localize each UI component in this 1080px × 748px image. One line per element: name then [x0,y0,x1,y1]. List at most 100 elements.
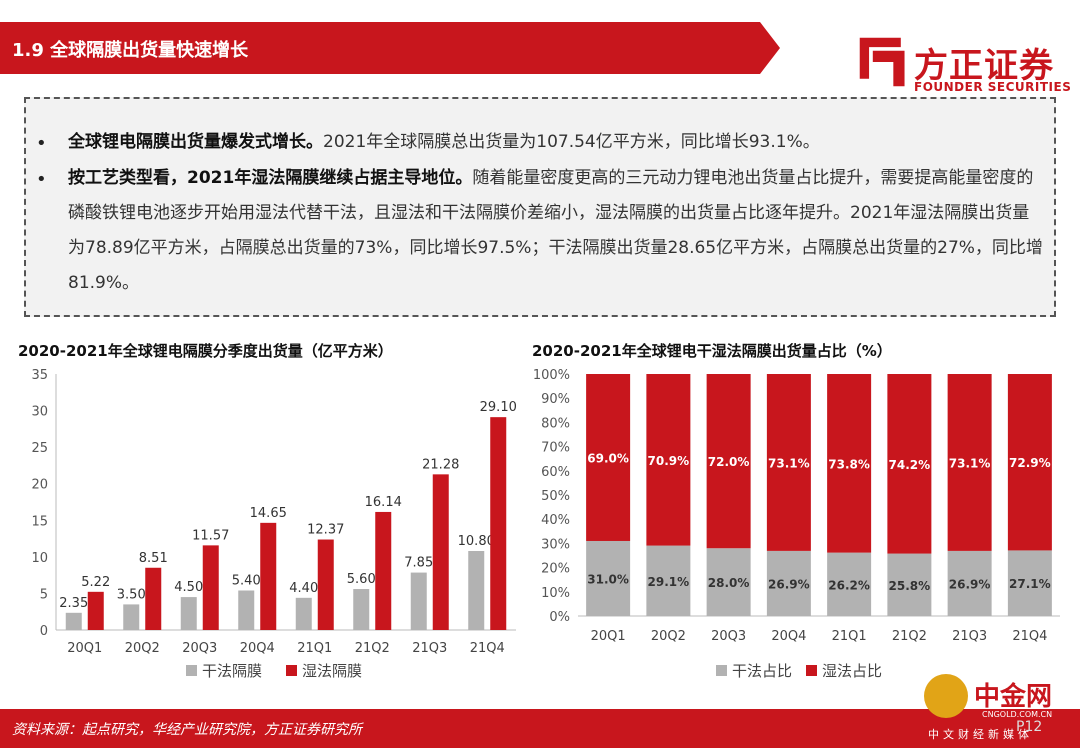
chart-2-title: 2020-2021年全球锂电干湿法隔膜出货量占比（%） [532,342,892,360]
founder-logo-icon [859,37,905,87]
bar [145,567,162,630]
y-tick-label: 10 [31,551,48,566]
x-tick-label: 21Q1 [297,641,332,656]
bar [238,590,255,630]
footer-source: 资料来源：起点研究，华经产业研究院，方正证券研究所 [12,722,362,738]
stacked-bar [586,374,631,541]
y-tick-label: 35 [31,368,48,383]
stacked-bar [827,374,872,553]
bar [202,545,219,630]
data-label: 4.50 [174,580,203,595]
x-tick-label: 20Q4 [771,629,806,644]
y-tick-label: 20% [541,562,570,577]
stacked-bar [646,374,691,546]
bar [410,572,427,630]
data-label: 31.0% [587,572,629,586]
title-banner-shape [0,22,780,74]
x-tick-label: 21Q4 [1012,629,1047,644]
y-tick-label: 30 [31,405,48,420]
data-label: 14.65 [250,506,287,521]
data-label: 28.0% [708,576,750,590]
y-tick-label: 5 [40,587,48,602]
x-tick-label: 20Q1 [67,641,102,656]
x-tick-label: 21Q4 [470,641,505,656]
data-label: 26.9% [949,577,991,591]
data-label: 5.60 [347,572,376,587]
watermark-url: CNGOLD.COM.CN [982,710,1053,719]
summary-box: • 全球锂电隔膜出货量爆发式增长。2021年全球隔膜总出货量为107.54亿平方… [24,97,1056,317]
legend-swatch [186,665,197,676]
stacked-bar [586,540,631,616]
data-label: 8.51 [139,551,168,566]
y-tick-label: 20 [31,478,48,493]
data-label: 10.80 [458,534,495,549]
x-tick-label: 20Q3 [182,641,217,656]
summary-bullet-2: 按工艺类型看，2021年湿法隔膜继续占据主导地位。随着能量密度更高的三元动力锂电… [68,161,1044,301]
y-tick-label: 30% [541,537,570,552]
data-label: 27.1% [1009,577,1051,591]
x-tick-label: 20Q1 [591,629,626,644]
stacked-bar [766,550,811,616]
bar [375,511,392,630]
data-label: 70.9% [648,454,690,468]
page-title: 1.9 全球隔膜出货量快速增长 [12,40,249,61]
y-tick-label: 60% [541,465,570,480]
data-label: 5.22 [81,575,110,590]
data-label: 5.40 [232,574,261,589]
x-tick-label: 20Q2 [125,641,160,656]
y-tick-label: 10% [541,586,570,601]
bullet-dot: • [36,169,47,190]
y-tick-label: 80% [541,416,570,431]
data-label: 16.14 [365,495,402,510]
x-tick-label: 21Q2 [892,629,927,644]
stacked-bar [706,374,751,549]
y-tick-label: 40% [541,513,570,528]
chart-1-title: 2020-2021年全球锂电隔膜分季度出货量（亿平方米） [18,342,393,360]
bullet-1-text: 2021年全球隔膜总出货量为107.54亿平方米，同比增长93.1%。 [323,132,820,152]
data-label: 74.2% [889,458,931,472]
data-label: 72.0% [708,455,750,469]
stacked-bar [947,374,992,551]
bar [432,474,449,630]
x-tick-label: 21Q2 [355,641,390,656]
watermark-name: 中金网 [974,682,1053,712]
data-label: 12.37 [307,523,344,538]
footer-bar [0,709,1080,748]
bullet-2-text: 随着能量密度更高的三元动力锂电池出货量占比提升，需要提高能量密度的磷酸铁锂电池逐… [68,168,1043,293]
stacked-bar [766,374,811,551]
x-tick-label: 21Q3 [412,641,447,656]
stacked-bar [887,374,932,554]
x-tick-label: 21Q1 [832,629,867,644]
data-label: 72.9% [1009,456,1051,470]
bar [353,589,370,630]
summary-bullet-1: 全球锂电隔膜出货量爆发式增长。2021年全球隔膜总出货量为107.54亿平方米，… [68,125,1044,160]
bar [490,417,507,630]
legend-swatch [286,665,297,676]
legend-swatch [716,665,727,676]
data-label: 73.8% [828,457,870,471]
stacked-bar [646,545,691,616]
data-label: 29.1% [648,575,690,589]
y-tick-label: 50% [541,489,570,504]
bullet-dot: • [36,133,47,154]
y-tick-label: 0 [40,624,48,639]
x-tick-label: 20Q3 [711,629,746,644]
data-label: 29.10 [480,400,517,415]
bar [65,612,82,630]
data-label: 7.85 [404,556,433,571]
watermark-logo-icon [924,674,968,718]
legend-label: 湿法占比 [822,662,882,680]
page-number: P12 [1016,719,1043,735]
bar [260,522,277,630]
y-tick-label: 70% [541,441,570,456]
watermark-subtitle: 中文财经新媒体 [928,728,1033,741]
stacked-bar [706,548,751,616]
y-tick-label: 15 [31,514,48,529]
y-tick-label: 90% [541,392,570,407]
legend-swatch [806,665,817,676]
bar [295,597,312,630]
bar [317,539,334,630]
stacked-bar [827,552,872,616]
y-tick-label: 100% [533,368,570,383]
stacked-bar [947,550,992,616]
